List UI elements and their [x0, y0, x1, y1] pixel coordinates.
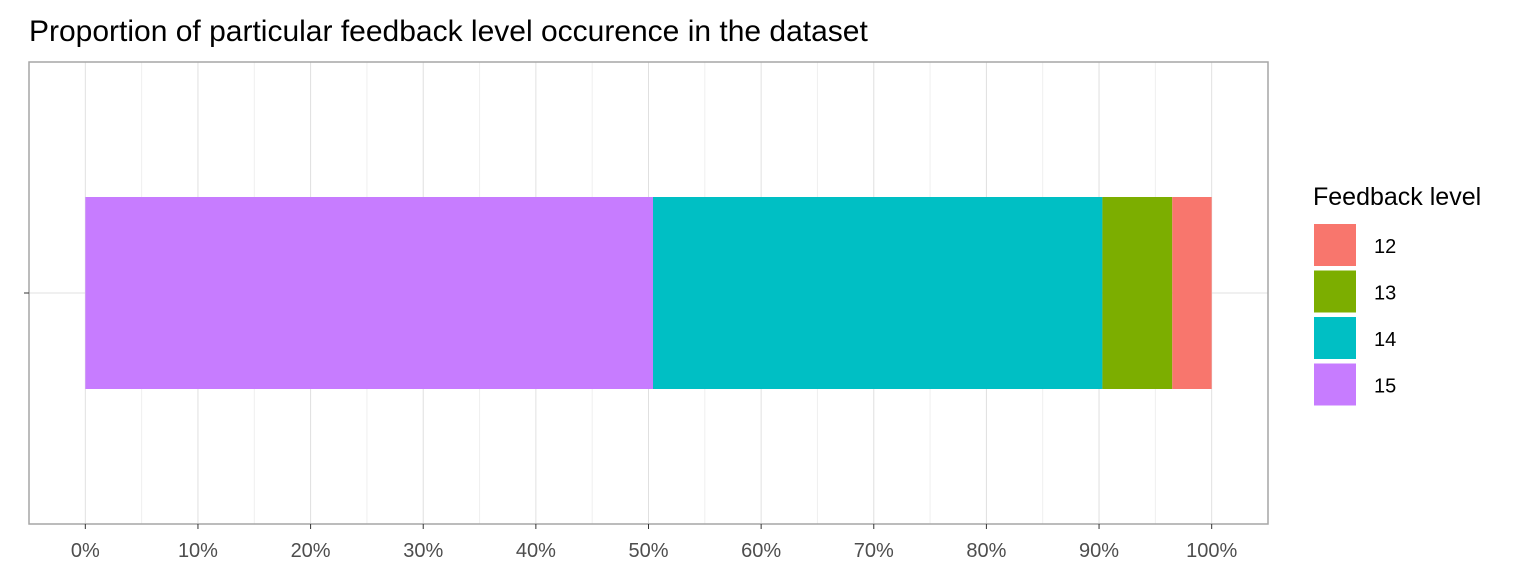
x-tick-label: 100%: [1186, 540, 1237, 562]
x-tick-label: 30%: [403, 540, 443, 562]
x-tick-label: 0%: [71, 540, 100, 562]
bar-segment-12: [1172, 197, 1212, 389]
legend-label: 12: [1374, 236, 1396, 258]
stacked-bar: [85, 197, 1212, 389]
legend-item-15: 15: [1314, 363, 1396, 406]
legend-item-12: 12: [1314, 224, 1396, 266]
legend-title: Feedback level: [1313, 183, 1481, 211]
x-tick-label: 50%: [628, 540, 668, 562]
x-tick-label: 40%: [516, 540, 556, 562]
bar-segment-13: [1102, 197, 1173, 389]
legend-swatch: [1314, 224, 1356, 266]
x-tick-label: 70%: [854, 540, 894, 562]
x-tick-label: 20%: [291, 540, 331, 562]
chart-title: Proportion of particular feedback level …: [29, 15, 868, 48]
x-axis: 0% 10% 20% 30% 40% 50% 60% 70% 80% 90% 100%: [24, 292, 1237, 562]
legend-swatch: [1314, 317, 1356, 359]
bar-segment-14: [653, 197, 1103, 389]
x-tick-label: 90%: [1079, 540, 1119, 562]
legend-swatch: [1314, 363, 1356, 406]
legend-label: 14: [1374, 329, 1396, 351]
x-tick-label: 60%: [741, 540, 781, 562]
legend-item-13: 13: [1314, 270, 1396, 313]
legend-item-14: 14: [1314, 317, 1396, 359]
legend: Feedback level 12 13 14 15: [1313, 183, 1481, 406]
legend-label: 13: [1374, 283, 1396, 305]
bar-segment-15: [85, 197, 654, 389]
x-tick-label: 10%: [178, 540, 218, 562]
legend-items: 12 13 14 15: [1314, 224, 1396, 406]
legend-swatch: [1314, 270, 1356, 313]
x-tick-label: 80%: [966, 540, 1006, 562]
legend-label: 15: [1374, 376, 1396, 398]
